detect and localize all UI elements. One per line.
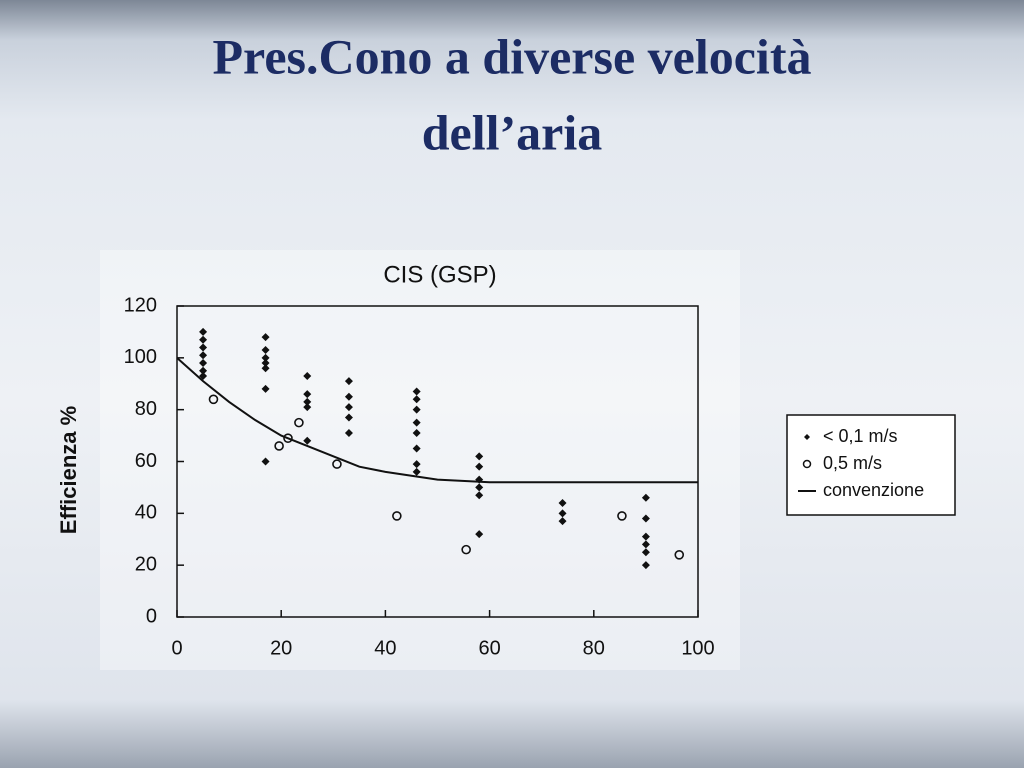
data-point [641, 561, 650, 570]
data-point [261, 346, 270, 355]
data-point [475, 483, 484, 492]
data-point [344, 377, 353, 386]
x-tick-label: 60 [478, 637, 500, 659]
y-tick-label: 20 [135, 553, 157, 575]
data-point [475, 452, 484, 461]
data-point [344, 403, 353, 412]
data-point [674, 549, 685, 560]
data-point [261, 457, 270, 466]
data-point [283, 433, 293, 443]
data-point [199, 366, 208, 375]
y-axis-label: Efficienza % [56, 406, 81, 534]
data-point [392, 511, 402, 521]
data-point [261, 353, 270, 362]
curve [176, 357, 698, 484]
data-point [461, 544, 471, 555]
data-point [294, 417, 304, 428]
data-point [303, 390, 312, 399]
data-point [412, 444, 421, 453]
data-point [199, 327, 208, 336]
data-point [344, 413, 353, 422]
x-tick-label: 80 [583, 637, 605, 659]
data-point [261, 333, 270, 342]
chart-title: CIS (GSP) [383, 261, 496, 288]
data-point [617, 511, 627, 521]
x-tick-label: 20 [270, 637, 292, 659]
data-point [344, 428, 353, 437]
data-point [412, 405, 421, 414]
data-point [412, 418, 421, 427]
data-point [475, 462, 484, 471]
x-tick-label: 0 [171, 637, 182, 659]
data-point [261, 359, 270, 368]
data-point [344, 392, 353, 401]
data-point [475, 491, 484, 500]
data-point [199, 343, 208, 352]
x-tick-label: 40 [374, 637, 396, 659]
data-point [412, 395, 421, 404]
data-point [208, 394, 219, 405]
data-point [303, 436, 312, 445]
data-point [303, 397, 312, 406]
data-point [558, 517, 567, 526]
chart-background [100, 250, 740, 670]
legend-label: < 0,1 m/s [823, 426, 898, 446]
data-point [199, 351, 208, 360]
y-tick-label: 120 [124, 294, 157, 316]
legend-marker [802, 459, 812, 469]
data-point [558, 509, 567, 518]
y-tick-label: 100 [124, 346, 157, 368]
data-point [641, 514, 650, 523]
legend-box [786, 414, 956, 516]
legend-label: convenzione [823, 480, 924, 500]
data-point [261, 364, 270, 373]
data-point [641, 540, 650, 549]
legend-marker [804, 434, 810, 440]
data-point [199, 335, 208, 344]
data-point [412, 467, 421, 476]
data-point [199, 359, 208, 368]
data-point [412, 460, 421, 469]
data-point [558, 498, 567, 507]
data-point [641, 493, 650, 502]
data-point [332, 459, 342, 469]
data-point [641, 548, 650, 557]
data-point [261, 384, 270, 393]
y-tick-label: 60 [135, 450, 157, 472]
y-tick-label: 0 [146, 605, 157, 627]
data-point [412, 387, 421, 396]
data-point [412, 428, 421, 437]
y-tick-label: 80 [135, 398, 157, 420]
y-tick-label: 40 [135, 502, 157, 524]
data-point [274, 441, 284, 451]
data-point [303, 403, 312, 412]
slide-title: dell’aria [422, 104, 603, 160]
legend-label: 0,5 m/s [823, 453, 882, 473]
data-point [641, 532, 650, 541]
x-tick-label: 100 [681, 637, 714, 659]
data-point [303, 371, 312, 380]
data-point [199, 371, 208, 380]
data-point [475, 530, 484, 539]
slide-title: Pres.Cono a diverse velocità [213, 28, 812, 84]
